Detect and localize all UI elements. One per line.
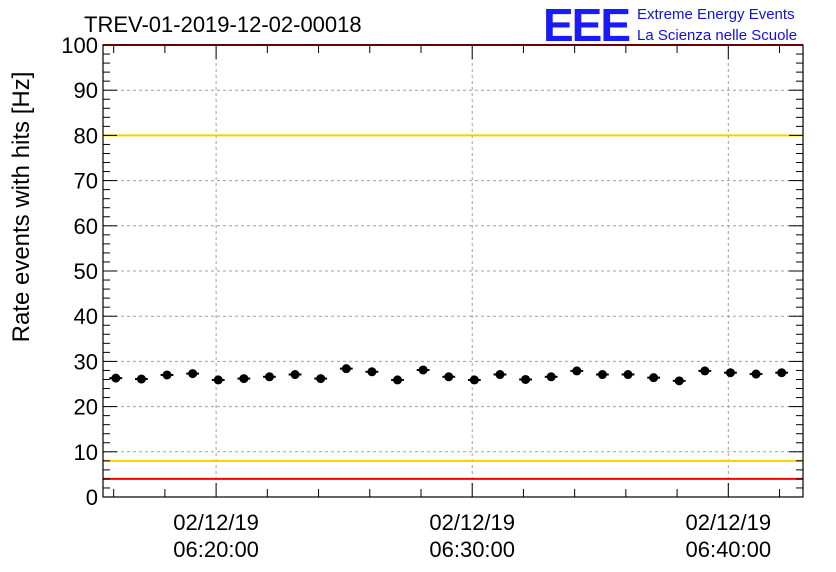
data-point <box>674 376 684 386</box>
data-point <box>136 374 146 384</box>
data-point <box>239 374 249 384</box>
data-point <box>751 369 761 379</box>
data-points <box>109 364 789 386</box>
y-tick-label: 10 <box>74 440 98 465</box>
data-point <box>111 373 121 383</box>
y-tick-label: 90 <box>74 78 98 103</box>
y-tick-label: 70 <box>74 169 98 194</box>
eee-logo: EEE Extreme Energy Events La Scienza nel… <box>543 0 797 51</box>
axes <box>102 44 804 498</box>
x-tick-label-date: 02/12/19 <box>173 510 259 535</box>
data-point <box>188 369 198 379</box>
x-tick-label-time: 06:30:00 <box>429 537 515 562</box>
eee-logo-line2: La Scienza nelle Scuole <box>637 27 797 44</box>
x-tick-labels: 02/12/1906:20:0002/12/1906:30:0002/12/19… <box>173 510 771 562</box>
y-tick-label: 80 <box>74 123 98 148</box>
data-point <box>649 373 659 383</box>
y-tick-label: 30 <box>74 349 98 374</box>
data-point <box>597 370 607 380</box>
y-tick-label: 0 <box>86 485 98 510</box>
data-point <box>418 365 428 375</box>
grid <box>103 45 803 497</box>
reference-lines <box>103 44 803 480</box>
data-point <box>725 368 735 378</box>
y-tick-label: 100 <box>61 33 98 58</box>
data-point <box>495 370 505 380</box>
data-point <box>213 375 223 385</box>
y-tick-label: 40 <box>74 304 98 329</box>
data-point <box>367 367 377 377</box>
data-point <box>264 372 274 382</box>
data-point <box>341 364 351 374</box>
data-point <box>521 374 531 384</box>
data-point <box>623 370 633 380</box>
x-tick-label-time: 06:20:00 <box>173 537 259 562</box>
data-point <box>316 374 326 384</box>
x-tick-label-date: 02/12/19 <box>429 510 515 535</box>
y-tick-label: 20 <box>74 395 98 420</box>
data-point <box>700 366 710 376</box>
data-point <box>162 370 172 380</box>
data-point <box>393 375 403 385</box>
y-tick-label: 60 <box>74 214 98 239</box>
y-tick-labels: 0 10 20 30 40 50 60 70 80 90 100 <box>61 33 98 510</box>
data-point <box>469 375 479 385</box>
data-point <box>290 370 300 380</box>
data-point <box>777 368 787 378</box>
x-tick-label-time: 06:40:00 <box>685 537 771 562</box>
data-point <box>572 366 582 376</box>
chart-title: TREV-01-2019-12-02-00018 <box>84 12 362 37</box>
data-point <box>546 372 556 382</box>
data-point <box>444 372 454 382</box>
y-axis-label: Rate events with hits [Hz] <box>8 72 35 343</box>
eee-logo-line1: Extreme Energy Events <box>637 6 795 23</box>
x-tick-label-date: 02/12/19 <box>685 510 771 535</box>
eee-logo-mark: EEE <box>543 0 629 51</box>
y-tick-label: 50 <box>74 259 98 284</box>
